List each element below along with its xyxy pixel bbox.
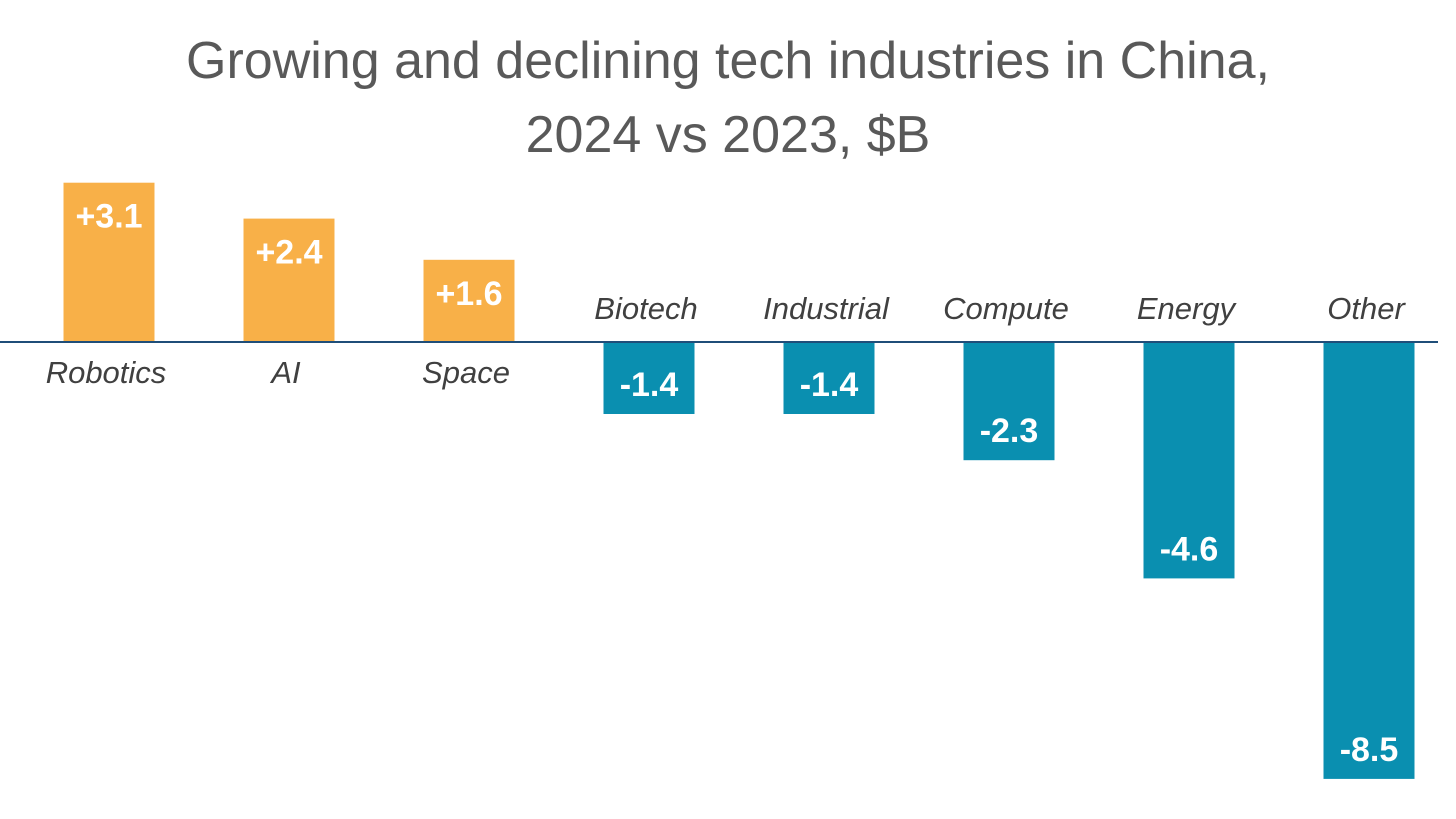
category-label-industrial: Industrial [763, 291, 890, 326]
category-label-ai: AI [269, 355, 301, 390]
bar-energy [1143, 342, 1235, 579]
bar-space [423, 259, 515, 342]
bar-robotics [63, 182, 155, 342]
bar-industrial [783, 342, 875, 414]
value-label-biotech: -1.4 [620, 366, 679, 404]
bar-ai [243, 218, 335, 342]
value-label-space: +1.6 [435, 275, 502, 313]
bars-group [63, 182, 1415, 779]
category-label-space: Space [422, 355, 510, 390]
value-label-energy: -4.6 [1160, 530, 1219, 568]
chart-title-line-2: 2024 vs 2023, $B [526, 106, 931, 164]
bar-biotech [603, 342, 695, 414]
bar-compute [963, 342, 1055, 461]
category-label-other: Other [1327, 291, 1406, 326]
category-label-energy: Energy [1137, 291, 1238, 326]
bar-other [1323, 342, 1415, 779]
labels-group: +3.1 Robotics +2.4 AI +1.6 Space -1.4 Biotech -1… [46, 198, 1407, 769]
category-label-robotics: Robotics [46, 355, 167, 390]
category-label-biotech: Biotech [594, 291, 697, 326]
category-label-compute: Compute [943, 291, 1069, 326]
chart-title-line-1: Growing and declining tech industries in… [186, 32, 1270, 90]
value-label-ai: +2.4 [255, 234, 322, 272]
value-label-compute: -2.3 [980, 412, 1039, 450]
value-label-industrial: -1.4 [800, 366, 859, 404]
value-label-other: -8.5 [1340, 731, 1399, 769]
value-label-robotics: +3.1 [75, 198, 142, 236]
